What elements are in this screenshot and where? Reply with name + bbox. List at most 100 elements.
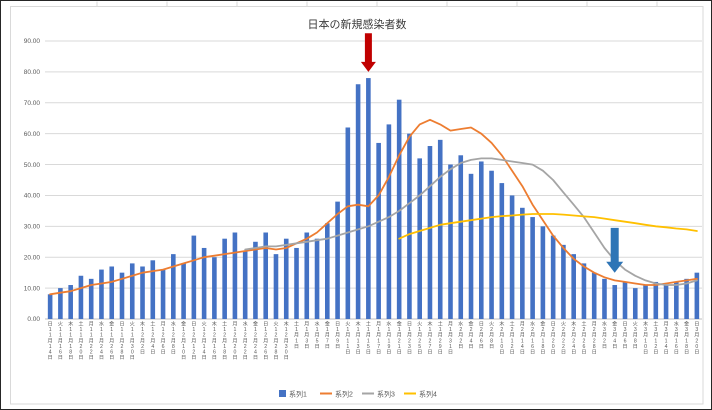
legend-item-series4[interactable]: 系列4: [404, 390, 437, 399]
bar[interactable]: [509, 195, 515, 319]
bar[interactable]: [684, 278, 689, 319]
bar[interactable]: [304, 232, 310, 319]
bar[interactable]: [181, 263, 186, 319]
bar[interactable]: [150, 260, 156, 319]
legend-label: 系列1: [289, 390, 307, 399]
bar[interactable]: [653, 281, 659, 319]
bar[interactable]: [571, 254, 576, 319]
bar[interactable]: [530, 217, 535, 319]
bar[interactable]: [437, 139, 443, 319]
bar[interactable]: [674, 281, 679, 319]
bar[interactable]: [119, 272, 125, 319]
bar[interactable]: [129, 263, 135, 319]
bar[interactable]: [458, 155, 464, 319]
bar[interactable]: [612, 285, 618, 319]
red-down-arrow[interactable]: [360, 33, 376, 72]
bar[interactable]: [540, 226, 546, 319]
bar[interactable]: [263, 232, 269, 319]
svg-text:10.00: 10.00: [24, 285, 41, 292]
chart-title[interactable]: 日本の新規感染者数: [308, 17, 407, 31]
bar[interactable]: [99, 269, 104, 319]
bar[interactable]: [47, 294, 53, 319]
bar[interactable]: [88, 278, 94, 319]
bars-series1[interactable]: [47, 78, 700, 320]
legend-item-series3[interactable]: 系列3: [362, 390, 395, 399]
bar[interactable]: [253, 241, 258, 319]
bar[interactable]: [109, 266, 115, 319]
svg-text:50.00: 50.00: [24, 162, 41, 169]
bar[interactable]: [222, 238, 227, 319]
bar[interactable]: [78, 275, 84, 319]
blue-down-arrow[interactable]: [606, 227, 624, 273]
bar[interactable]: [407, 133, 412, 319]
bar[interactable]: [355, 84, 361, 319]
bar[interactable]: [68, 285, 73, 319]
bar[interactable]: [663, 285, 669, 319]
bar[interactable]: [325, 223, 330, 319]
bar[interactable]: [201, 247, 207, 319]
bar[interactable]: [294, 247, 299, 319]
bar[interactable]: [478, 161, 484, 319]
bar[interactable]: [160, 269, 166, 319]
bar[interactable]: [212, 257, 217, 319]
bar[interactable]: [550, 235, 556, 319]
bar[interactable]: [283, 238, 289, 319]
bar[interactable]: [273, 254, 279, 319]
bar[interactable]: [314, 238, 320, 319]
line-series2[interactable]: [49, 118, 698, 296]
bar[interactable]: [643, 285, 648, 319]
bar[interactable]: [591, 272, 597, 319]
bar[interactable]: [345, 127, 351, 319]
line-series3[interactable]: [244, 157, 698, 286]
legend-item-series2[interactable]: 系列2: [320, 390, 353, 399]
bar[interactable]: [602, 278, 607, 319]
x-axis-labels[interactable]: 日 1 1 月 1 4 日火 1 1 月 1 6 日木 1 1 月 1 8 日土 1 1 月 2 0 日 月 1 1 月 2 2 日水 1 1 月 2…: [48, 320, 700, 362]
bar[interactable]: [427, 146, 433, 319]
bar[interactable]: [140, 266, 145, 319]
bar[interactable]: [632, 288, 638, 319]
bar[interactable]: [561, 244, 566, 319]
bar[interactable]: [242, 251, 248, 319]
bar[interactable]: [386, 124, 392, 320]
bar[interactable]: [232, 232, 238, 319]
bar[interactable]: [581, 263, 587, 319]
bar[interactable]: [191, 235, 197, 319]
bar[interactable]: [396, 99, 402, 319]
bar[interactable]: [622, 281, 628, 319]
bar[interactable]: [171, 254, 176, 319]
legend-label: 系列2: [335, 390, 353, 399]
bar[interactable]: [489, 170, 494, 319]
bar[interactable]: [366, 78, 371, 319]
bar[interactable]: [335, 201, 340, 319]
bar[interactable]: [694, 272, 700, 319]
legend-item-series1[interactable]: 系列1: [279, 390, 307, 399]
bar[interactable]: [499, 183, 505, 319]
bar[interactable]: [468, 173, 474, 319]
y-axis-labels[interactable]: 0.00 10.00 20.00 30.00 40.00 50.00 60.00 70.00 8…: [24, 38, 41, 323]
svg-text:30.00: 30.00: [24, 224, 41, 231]
bar[interactable]: [58, 288, 63, 319]
bar[interactable]: [520, 207, 525, 319]
bar[interactable]: [417, 158, 422, 319]
legend[interactable]: 系列1 系列2 系列3 系列4: [279, 390, 437, 399]
line-series4[interactable]: [398, 213, 698, 240]
bar[interactable]: [376, 142, 381, 319]
bar[interactable]: [448, 164, 453, 319]
